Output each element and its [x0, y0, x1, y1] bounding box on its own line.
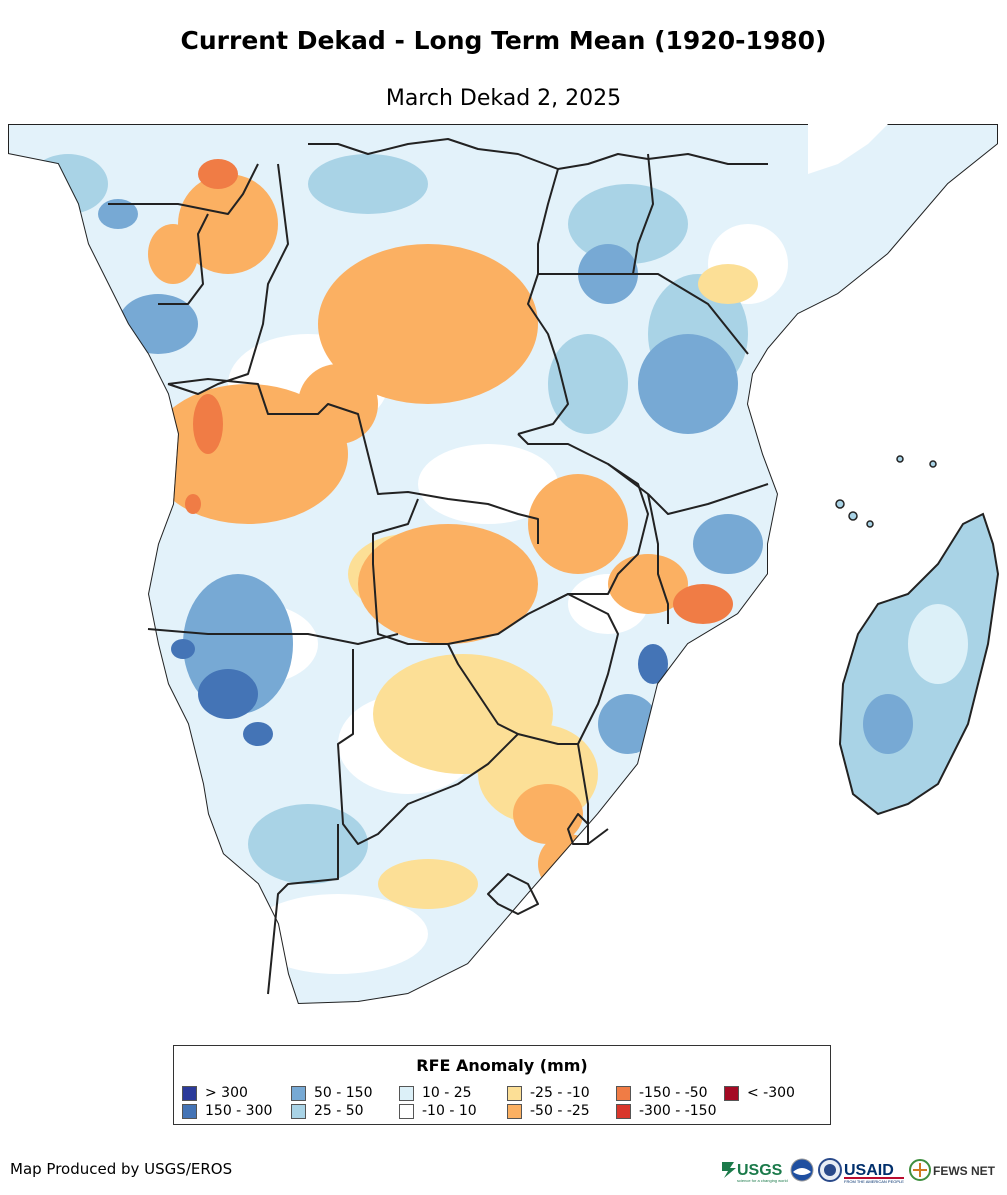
legend-swatch	[182, 1103, 197, 1119]
svg-text:FROM THE AMERICAN PEOPLE: FROM THE AMERICAN PEOPLE	[844, 1179, 904, 1184]
legend-item: -10 - 10	[399, 1103, 477, 1119]
coastline-east	[808, 124, 888, 174]
legend-item: 150 - 300	[182, 1103, 272, 1119]
svg-text:USAID: USAID	[844, 1162, 894, 1179]
country-borders	[108, 138, 769, 995]
svg-text:FEWS NET: FEWS NET	[933, 1164, 996, 1178]
legend-swatch	[724, 1085, 739, 1101]
legend-label: 50 - 150	[314, 1085, 373, 1101]
legend-swatch	[291, 1103, 306, 1119]
legend-label: < -300	[747, 1085, 795, 1101]
legend-label: -300 - -150	[639, 1103, 717, 1119]
map-credit: Map Produced by USGS/EROS	[10, 1160, 233, 1178]
comoros-islands	[835, 455, 937, 528]
svg-text:USGS: USGS	[737, 1162, 783, 1179]
legend-item: 25 - 50	[291, 1103, 364, 1119]
legend-label: 10 - 25	[422, 1085, 472, 1101]
noaa-logo	[790, 1158, 814, 1182]
usgs-logo: USGS science for a changing world	[722, 1162, 788, 1183]
legend-label: -25 - -10	[530, 1085, 590, 1101]
legend-swatch	[507, 1085, 522, 1101]
svg-text:science for a changing world: science for a changing world	[737, 1178, 788, 1183]
legend-label: 25 - 50	[314, 1103, 364, 1119]
legend-item: -25 - -10	[507, 1085, 590, 1101]
legend-label: -10 - 10	[422, 1103, 477, 1119]
legend-swatch	[616, 1103, 631, 1119]
legend-label: -150 - -50	[639, 1085, 708, 1101]
legend-label: > 300	[205, 1085, 248, 1101]
legend-title: RFE Anomaly (mm)	[416, 1056, 588, 1075]
legend-item: -150 - -50	[616, 1085, 708, 1101]
legend-item: < -300	[724, 1085, 795, 1101]
doc-seal-logo	[818, 1158, 842, 1182]
rainfall-anomaly-map	[8, 124, 1000, 1004]
legend-swatch	[616, 1085, 631, 1101]
map-subtitle: March Dekad 2, 2025	[385, 86, 622, 111]
legend-swatch	[291, 1085, 306, 1101]
legend-item: -50 - -25	[507, 1103, 590, 1119]
legend-swatch	[507, 1103, 522, 1119]
legend-item: -300 - -150	[616, 1103, 717, 1119]
legend-label: -50 - -25	[530, 1103, 590, 1119]
usaid-logo: USAID FROM THE AMERICAN PEOPLE	[844, 1162, 904, 1184]
legend-item: 50 - 150	[291, 1085, 373, 1101]
map-title: Current Dekad - Long Term Mean (1920-198…	[180, 26, 827, 55]
legend-item: 10 - 25	[399, 1085, 472, 1101]
map-legend: RFE Anomaly (mm) > 300 150 - 300 50 - 15…	[173, 1045, 831, 1125]
partner-logos: USGS science for a changing world USAID …	[722, 1158, 996, 1184]
land-area	[8, 124, 998, 1004]
legend-label: 150 - 300	[205, 1103, 273, 1119]
legend-item: > 300	[182, 1085, 248, 1101]
madagascar	[838, 512, 1000, 816]
fewsnet-logo: FEWS NET	[909, 1159, 996, 1181]
legend-swatch	[399, 1085, 414, 1101]
legend-swatch	[182, 1085, 197, 1101]
legend-swatch	[399, 1103, 414, 1119]
